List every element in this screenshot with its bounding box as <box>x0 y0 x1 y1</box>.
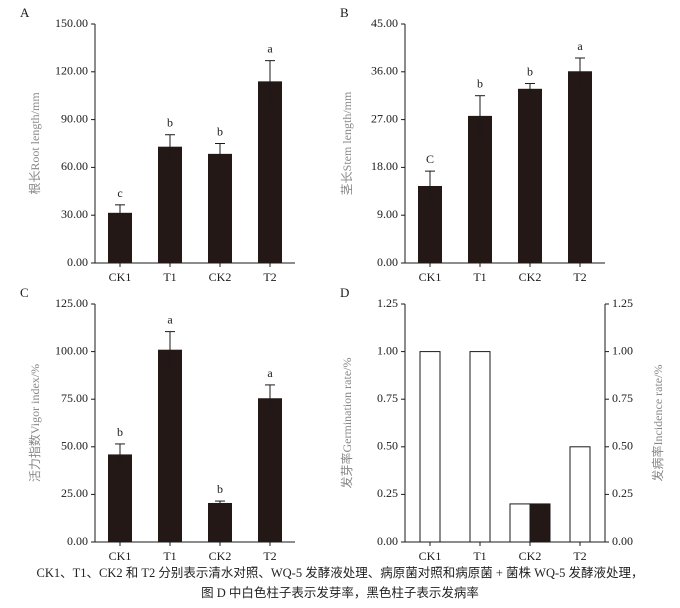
significance-label: b <box>527 64 533 78</box>
y-tick-label: 36.00 <box>371 64 398 78</box>
bar-germination <box>419 351 441 543</box>
y-tick-label: 120.00 <box>55 64 88 78</box>
significance-label: b <box>117 425 123 439</box>
x-tick-label: T1 <box>473 270 486 284</box>
y2-tick-label: 1.00 <box>612 343 633 357</box>
bar <box>208 153 232 263</box>
panel-letter: C <box>20 285 29 300</box>
significance-label: c <box>117 186 122 200</box>
x-tick-label: T1 <box>163 270 176 284</box>
panel-letter: B <box>340 5 349 20</box>
bar-germination <box>569 446 591 543</box>
bar-germination <box>509 503 531 543</box>
bar <box>468 115 492 263</box>
x-tick-label: CK2 <box>209 270 232 284</box>
x-tick-label: CK2 <box>519 549 542 563</box>
y-tick-label: 75.00 <box>61 391 88 405</box>
significance-label: b <box>167 116 173 130</box>
caption-line-2: 图 D 中白色柱子表示发芽率，黑色柱子表示发病率 <box>201 586 479 600</box>
y-tick-label: 100.00 <box>55 343 88 357</box>
y-axis-label: 茎长Stem length/mm <box>340 91 354 195</box>
y-tick-label: 0.50 <box>377 439 398 453</box>
x-tick-label: T2 <box>573 549 586 563</box>
x-tick-label: T2 <box>263 549 276 563</box>
x-tick-label: T1 <box>163 549 176 563</box>
x-tick-label: T1 <box>473 549 486 563</box>
x-tick-label: T2 <box>573 270 586 284</box>
y-tick-label: 45.00 <box>371 16 398 30</box>
bar <box>108 212 132 263</box>
bar <box>568 71 592 263</box>
y-tick-label: 18.00 <box>371 159 398 173</box>
y2-tick-label: 0.75 <box>612 391 633 405</box>
x-tick-label: CK1 <box>419 549 442 563</box>
y-tick-label: 30.00 <box>61 207 88 221</box>
y-axis-label: 发芽率Germination rate/% <box>339 358 354 489</box>
chart-panel-c: C 0.00 25.00 50.00 75.00 100.00 125.00 活力指数Vigo… <box>20 285 295 563</box>
figure-caption: CK1、T1、CK2 和 T2 分别表示清水对照、WQ-5 发酵液处理、病原菌对… <box>0 563 680 603</box>
bar-germination <box>469 351 491 543</box>
significance-label: a <box>577 39 583 53</box>
y-tick-label: 50.00 <box>61 439 88 453</box>
y2-tick-label: 1.25 <box>612 296 633 310</box>
x-tick-label: CK2 <box>209 549 232 563</box>
caption-line-1: CK1、T1、CK2 和 T2 分别表示清水对照、WQ-5 发酵液处理、病原菌对… <box>36 566 644 580</box>
y-axis-label: 活力指数Vigor index/% <box>27 364 42 482</box>
bar <box>158 349 182 542</box>
y-axis-label: 根长Root length/mm <box>28 92 42 195</box>
y2-tick-label: 0.00 <box>612 534 633 548</box>
y-tick-label: 125.00 <box>55 296 88 310</box>
y-tick-label: 27.00 <box>371 111 398 125</box>
chart-panel-b: B 0.00 9.00 18.00 27.00 36.00 45.00 茎长Stem leng… <box>340 5 605 284</box>
significance-label: C <box>426 152 434 166</box>
x-tick-label: CK1 <box>419 270 442 284</box>
y2-axis-label: 发病率Incidence rate/% <box>650 365 665 482</box>
bar <box>108 454 132 542</box>
y-tick-label: 25.00 <box>61 486 88 500</box>
y-tick-label: 0.00 <box>67 534 88 548</box>
significance-label: b <box>217 482 223 496</box>
y-tick-label: 9.00 <box>377 207 398 221</box>
bar <box>158 146 182 263</box>
significance-label: b <box>477 77 483 91</box>
y-tick-label: 150.00 <box>55 16 88 30</box>
y-tick-label: 0.00 <box>67 255 88 269</box>
significance-label: a <box>267 42 273 56</box>
x-tick-label: CK1 <box>109 549 132 563</box>
y-tick-label: 0.00 <box>377 255 398 269</box>
y-tick-label: 0.00 <box>377 534 398 548</box>
y-tick-label: 60.00 <box>61 159 88 173</box>
y2-tick-label: 0.25 <box>612 486 633 500</box>
x-tick-label: T2 <box>263 270 276 284</box>
x-tick-label: CK1 <box>109 270 132 284</box>
chart-panel-d: D 0.00 0.00 0.25 0.25 0.50 0.50 0.75 0.75 1.00 1.0… <box>339 285 665 563</box>
panel-letter: A <box>20 5 30 20</box>
y-tick-label: 0.75 <box>377 391 398 405</box>
panel-letter: D <box>340 285 349 300</box>
bar <box>258 81 282 263</box>
y-tick-label: 90.00 <box>61 111 88 125</box>
chart-panel-a: A 0.00 30.00 60.00 90.00 120.00 150.00 根长Root l… <box>20 5 295 284</box>
y-tick-label: 0.25 <box>377 486 398 500</box>
y-tick-label: 1.25 <box>377 296 398 310</box>
bar <box>518 88 542 263</box>
y2-tick-label: 0.50 <box>612 439 633 453</box>
bar-incidence <box>529 503 551 543</box>
significance-label: b <box>217 125 223 139</box>
y-tick-label: 1.00 <box>377 343 398 357</box>
bar <box>258 398 282 542</box>
bar <box>208 502 232 542</box>
significance-label: a <box>167 313 173 327</box>
x-tick-label: CK2 <box>519 270 542 284</box>
significance-label: a <box>267 366 273 380</box>
